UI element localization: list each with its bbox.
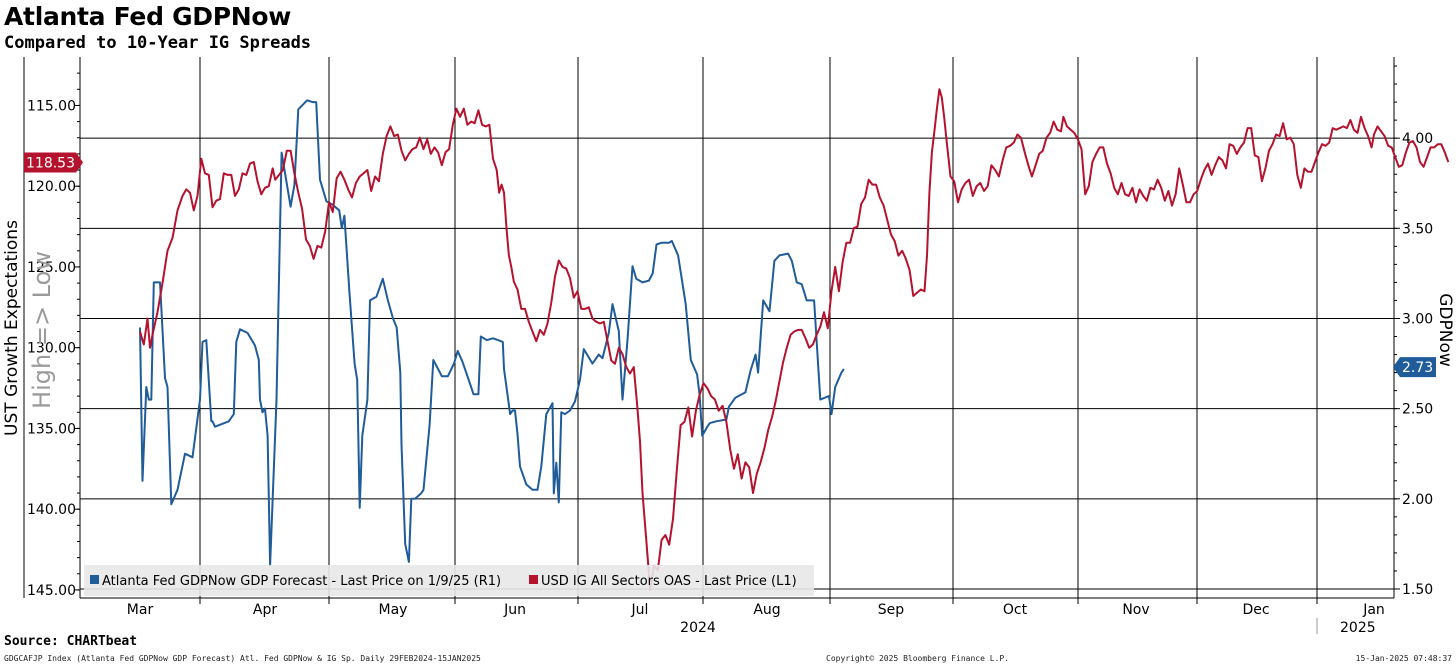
left-axis-tick-label: 125.00 — [27, 260, 76, 276]
legend-swatch-gdpnow — [90, 575, 99, 584]
gdpnow-series-line — [139, 99, 845, 567]
legend-label-gdpnow: Atlanta Fed GDPNow GDP Forecast - Last P… — [102, 574, 501, 589]
source-note: Source: CHARTbeat — [4, 634, 138, 649]
right-axis-tick-label: 1.50 — [1402, 582, 1433, 598]
oas-last-value-label: 118.53 — [26, 155, 75, 171]
oas-last-value-tag — [24, 152, 83, 173]
legend: Atlanta Fed GDPNow GDP Forecast - Last P… — [84, 565, 814, 596]
left-axis-title: UST Growth Expectations — [2, 220, 22, 436]
axis-layer: 1.50 2.00 2.50 3.00 3.50 4.00 115.00 120.00 125.… — [2, 57, 1455, 636]
x-axis-year-label: 2024 — [680, 620, 716, 636]
grid-layer — [80, 57, 1394, 598]
left-axis-tick-label: 115.00 — [27, 98, 76, 114]
right-axis-tick-label: 3.50 — [1402, 221, 1433, 237]
left-axis-tick-label: 135.00 — [27, 421, 76, 437]
gdp-last-value-label: 2.73 — [1402, 360, 1433, 376]
right-axis-tick-label: 3.00 — [1402, 311, 1433, 327]
x-axis-month-label: May — [379, 602, 408, 618]
x-axis-year-label: 2025 — [1340, 620, 1376, 636]
page-title: Atlanta Fed GDPNow — [4, 2, 292, 31]
left-axis-tick-label: 130.00 — [27, 341, 76, 357]
series-layer — [139, 88, 1450, 591]
x-axis-month-label: Sep — [878, 602, 905, 618]
x-axis-month-label: Dec — [1242, 602, 1269, 618]
right-axis-tick-label: 2.50 — [1402, 402, 1433, 418]
x-axis-month-label: Jun — [503, 602, 526, 618]
x-axis-month-label: Nov — [1122, 602, 1149, 618]
page-subtitle: Compared to 10-Year IG Spreads — [4, 33, 312, 53]
x-axis-month-label: Oct — [1003, 602, 1028, 618]
legend-background — [84, 565, 814, 596]
legend-label-oas: USD IG All Sectors OAS - Last Price (L1) — [541, 574, 797, 589]
x-axis-month-label: Aug — [753, 602, 780, 618]
x-axis-month-label: Mar — [127, 602, 154, 618]
tag-layer: 118.53 2.73 — [24, 152, 1436, 378]
right-axis-tick-label: 4.00 — [1402, 131, 1433, 147]
x-axis-month-label: Jan — [1362, 602, 1385, 618]
x-axis-month-label: Jul — [631, 602, 649, 618]
footer-copyright: Copyright© 2025 Bloomberg Finance L.P. — [826, 654, 1010, 663]
legend-swatch-oas — [529, 575, 538, 584]
gdp-last-value-tag — [1393, 357, 1436, 378]
right-axis-tick-label: 2.00 — [1402, 492, 1433, 508]
footer-description: GDGCAFJP Index (Atlanta Fed GDPNow GDP F… — [4, 654, 481, 663]
right-axis-title: GDPNow — [1435, 293, 1455, 367]
axis-watermark: High => Low — [28, 251, 56, 409]
left-axis-tick-label: 145.00 — [27, 583, 76, 599]
left-axis-tick-label: 120.00 — [27, 179, 76, 195]
ig-oas-series-line — [139, 88, 1450, 591]
left-axis-tick-label: 140.00 — [27, 502, 76, 518]
x-axis-month-label: Apr — [253, 602, 277, 618]
footer-timestamp: 15-Jan-2025 07:48:37 — [1355, 654, 1452, 663]
